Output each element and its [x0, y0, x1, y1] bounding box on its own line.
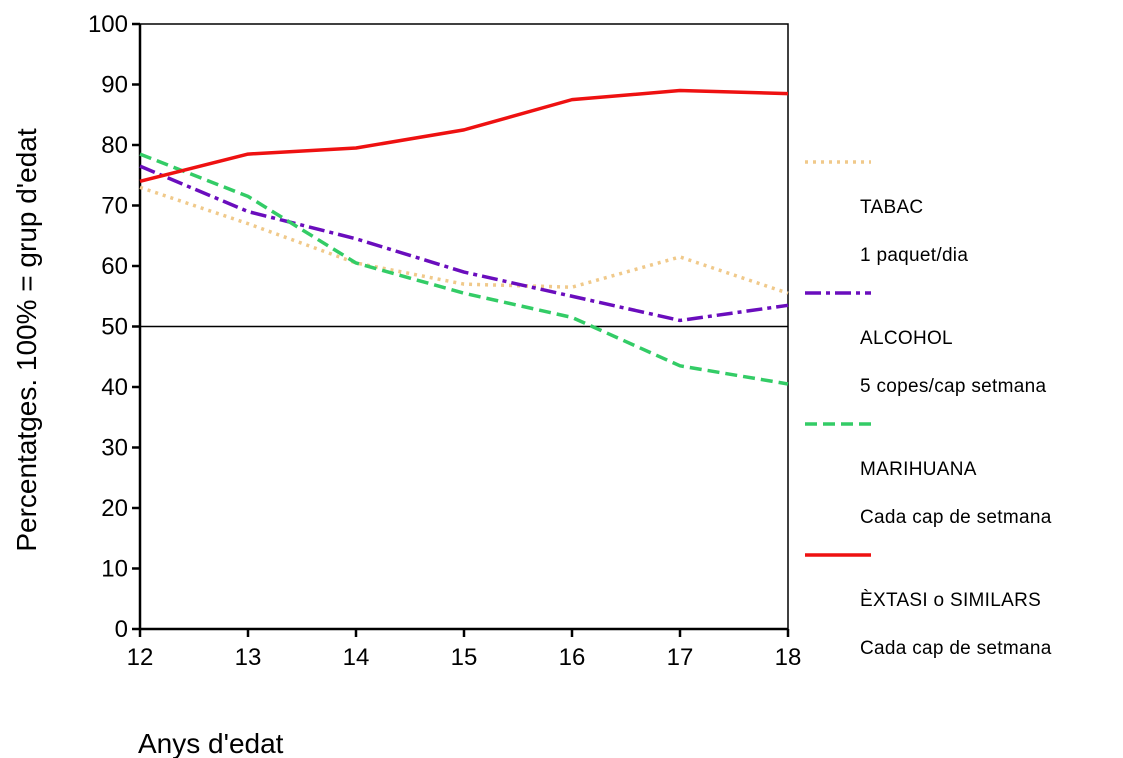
y-tick-label: 40 [101, 374, 128, 401]
y-tick-label: 70 [101, 193, 128, 220]
y-tick-label: 80 [101, 132, 128, 159]
y-tick-label: 50 [101, 314, 128, 341]
series-line-3 [139, 152, 789, 386]
legend-sublabel-2: 5 copes/cap setmana [860, 376, 1046, 397]
y-tick-label: 90 [101, 72, 128, 99]
x-axis-ticks: 12 13 14 15 16 17 18 [127, 629, 802, 671]
y-tick-label: 30 [101, 435, 128, 462]
y-tick-label: 10 [101, 556, 128, 583]
legend-label-3: MARIHUANA [860, 459, 977, 480]
x-tick-label: 12 [127, 644, 154, 671]
legend-sublabel-4: Cada cap de setmana [860, 638, 1052, 659]
y-tick-label: 60 [101, 253, 128, 280]
series-lines [139, 88, 789, 386]
x-tick-label: 13 [235, 644, 262, 671]
series-line-1 [139, 185, 789, 295]
y-axis-ticks: 0 10 20 30 40 50 60 70 80 90 100 [88, 11, 140, 643]
y-tick-label: 100 [88, 11, 128, 38]
x-axis-title: Anys d'edat [138, 728, 284, 758]
legend: TABAC 1 paquet/dia ALCOHOL 5 copes/cap setm… [805, 160, 1052, 659]
x-tick-label: 17 [667, 644, 694, 671]
legend-label-4: ÈXTASI o SIMILARS [860, 590, 1041, 611]
x-tick-label: 14 [343, 644, 370, 671]
legend-label-1: TABAC [860, 197, 923, 218]
legend-sublabel-3: Cada cap de setmana [860, 507, 1052, 528]
x-tick-label: 18 [775, 644, 802, 671]
series-line-4 [139, 88, 789, 183]
y-tick-label: 0 [115, 616, 128, 643]
y-tick-label: 20 [101, 495, 128, 522]
x-tick-label: 15 [451, 644, 478, 671]
legend-label-2: ALCOHOL [860, 328, 953, 349]
legend-sublabel-1: 1 paquet/dia [860, 245, 968, 266]
y-axis-title: Percentatges. 100% = grup d'edat [11, 128, 42, 552]
series-line-2 [139, 164, 789, 323]
x-tick-label: 16 [559, 644, 586, 671]
